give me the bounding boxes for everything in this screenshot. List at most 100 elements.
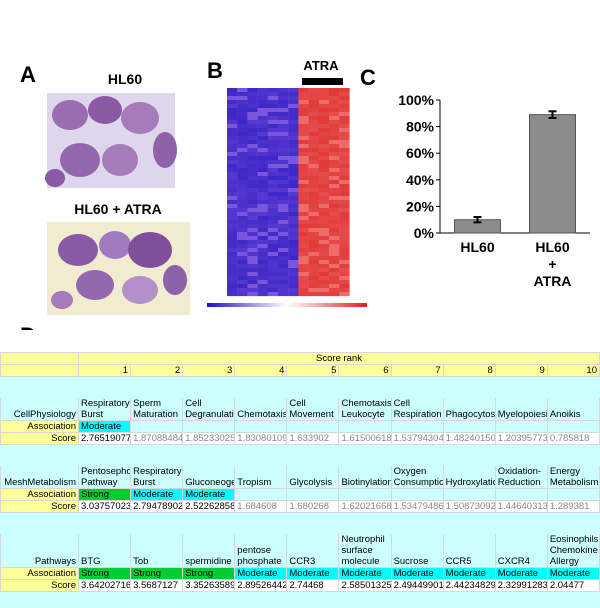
heatmap-cell (267, 236, 279, 241)
heatmap-cell (288, 244, 299, 249)
heatmap-cell (227, 276, 238, 281)
heatmap-cell (278, 216, 289, 221)
heatmap-cell (257, 200, 268, 205)
micrograph (47, 222, 190, 315)
heatmap-cell (318, 156, 330, 161)
heatmap-cell (339, 284, 350, 289)
heatmap-cell (257, 204, 268, 209)
heatmap-cell (247, 200, 258, 205)
heatmap-cell (329, 152, 340, 157)
heatmap-cell (267, 212, 279, 217)
heatmap-cell (298, 260, 309, 265)
heatmap-cell (318, 224, 330, 229)
heatmap-cell (267, 136, 279, 141)
heatmap-cell (298, 116, 309, 121)
heatmap-cell (257, 216, 268, 221)
heatmap-cell (288, 204, 299, 209)
heatmap-cell (318, 264, 330, 269)
heatmap-cell (257, 256, 268, 261)
heatmap-cell (318, 288, 330, 293)
heatmap-cell (237, 216, 248, 221)
heatmap-cell (339, 136, 350, 141)
heatmap-cell (308, 132, 319, 137)
heatmap-cell (247, 164, 258, 169)
heatmap-cell (237, 280, 248, 285)
score: 1.203957738 (494, 432, 548, 445)
heatmap-cell (308, 104, 319, 109)
association: Strong (77, 567, 132, 580)
heatmap-cell (257, 292, 268, 297)
heatmap-cell (318, 196, 330, 201)
rank-number: 8 (442, 364, 496, 377)
heatmap-cell (257, 136, 268, 141)
rank-number: 2 (130, 364, 184, 377)
term: Anoikis (546, 397, 600, 421)
heatmap-cell (339, 208, 350, 213)
heatmap-cell (278, 120, 289, 125)
heatmap-cell (329, 248, 340, 253)
heatmap-cell (278, 148, 289, 153)
error-bar (548, 110, 557, 119)
heatmap-cell (247, 132, 258, 137)
score: 2.329912832 (494, 579, 548, 592)
heatmap-cell (227, 196, 238, 201)
heatmap-cell (308, 144, 319, 149)
heatmap-cell (339, 124, 350, 129)
heatmap-cell (308, 288, 319, 293)
heatmap-cell (308, 240, 319, 245)
empty-cell (338, 488, 392, 501)
heatmap-cell (288, 196, 299, 201)
heatmap-cell (257, 124, 268, 129)
association: Moderate (546, 567, 600, 580)
heatmap-cell (237, 248, 248, 253)
heatmap-cell (257, 248, 268, 253)
heatmap-cell (237, 208, 248, 213)
term: CCR5 (442, 533, 496, 568)
heatmap-cell (308, 188, 319, 193)
heatmap-cell (227, 292, 238, 297)
heatmap-cell (237, 176, 248, 181)
heatmap-cell (247, 216, 258, 221)
heatmap-cell (288, 200, 299, 205)
heatmap-cell (267, 220, 279, 225)
spacer (0, 512, 600, 534)
heatmap-cell (267, 132, 279, 137)
heatmap-cell (237, 184, 248, 189)
heatmap-cell (318, 212, 330, 217)
row-label: Association (0, 488, 79, 501)
heatmap-cell (318, 88, 330, 93)
heatmap-cell (318, 96, 330, 101)
term: CCR3 (286, 533, 340, 568)
heatmap-cell (237, 220, 248, 225)
heatmap-cell (278, 288, 289, 293)
heatmap-cell (329, 176, 340, 181)
heatmap-cell (247, 292, 258, 297)
term: Respiratory Burst (130, 465, 184, 489)
heatmap-cell (329, 160, 340, 165)
heatmap-cell (257, 184, 268, 189)
heatmap-cell (237, 92, 248, 97)
heatmap-cell (267, 108, 279, 113)
heatmap-cell (227, 164, 238, 169)
heatmap-cell (257, 272, 268, 277)
empty-cell (546, 420, 600, 433)
association: Moderate (338, 567, 392, 580)
heatmap-cell (267, 248, 279, 253)
heatmap-cell (329, 116, 340, 121)
heatmap-cell (339, 268, 350, 273)
heatmap-cell (308, 168, 319, 173)
heatmap-cell (227, 284, 238, 289)
score: 3.35263589 (182, 579, 236, 592)
heatmap-cell (247, 96, 258, 101)
heatmap-cell (298, 104, 309, 109)
heatmap-cell (227, 160, 238, 165)
heatmap-cell (247, 240, 258, 245)
heatmap-cell (288, 192, 299, 197)
heatmap-cell (227, 184, 238, 189)
heatmap-cell (339, 212, 350, 217)
heatmap-cell (318, 140, 330, 145)
heatmap-cell (257, 148, 268, 153)
heatmap-cell (288, 264, 299, 269)
heatmap-cell (247, 196, 258, 201)
